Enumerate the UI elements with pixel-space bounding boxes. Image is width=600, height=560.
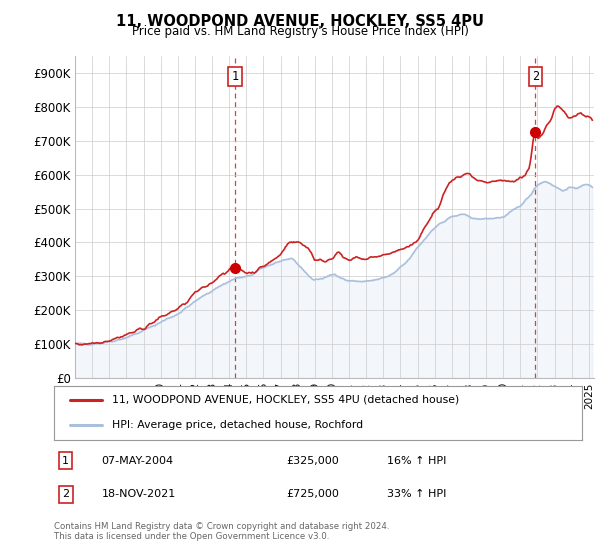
Text: 1: 1 xyxy=(62,456,69,465)
Text: Contains HM Land Registry data © Crown copyright and database right 2024.
This d: Contains HM Land Registry data © Crown c… xyxy=(54,522,389,542)
Text: 18-NOV-2021: 18-NOV-2021 xyxy=(101,489,176,499)
Text: Price paid vs. HM Land Registry's House Price Index (HPI): Price paid vs. HM Land Registry's House … xyxy=(131,25,469,38)
Text: 16% ↑ HPI: 16% ↑ HPI xyxy=(386,456,446,465)
Text: £725,000: £725,000 xyxy=(286,489,339,499)
Text: 2: 2 xyxy=(62,489,69,499)
Text: 2: 2 xyxy=(532,70,539,83)
Text: 33% ↑ HPI: 33% ↑ HPI xyxy=(386,489,446,499)
Text: 11, WOODPOND AVENUE, HOCKLEY, SS5 4PU (detached house): 11, WOODPOND AVENUE, HOCKLEY, SS5 4PU (d… xyxy=(112,395,460,405)
Text: HPI: Average price, detached house, Rochford: HPI: Average price, detached house, Roch… xyxy=(112,419,363,430)
Text: 11, WOODPOND AVENUE, HOCKLEY, SS5 4PU: 11, WOODPOND AVENUE, HOCKLEY, SS5 4PU xyxy=(116,14,484,29)
Text: 1: 1 xyxy=(232,70,239,83)
Text: 07-MAY-2004: 07-MAY-2004 xyxy=(101,456,173,465)
Text: £325,000: £325,000 xyxy=(286,456,339,465)
